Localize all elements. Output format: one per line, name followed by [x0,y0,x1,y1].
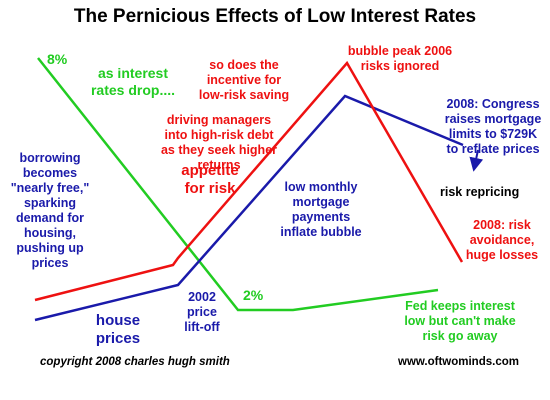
bubble-peak-label: bubble peak 2006 risks ignored [347,44,453,73]
page-title: The Pernicious Effects of Low Interest R… [73,6,477,27]
incentive-label: so does the incentive for low-risk savin… [198,58,290,102]
interest-rates-line [37,57,439,312]
rate-low-label: 2% [243,287,264,303]
liftoff-label: 2002 price lift-off [184,290,220,334]
house-prices-line [34,94,464,322]
fed-label: Fed keeps interest low but can't make ri… [404,299,516,343]
rate-high-label: 8% [47,51,68,67]
house-prices-label: house prices [95,312,141,347]
website-link[interactable]: www.oftwominds.com [398,356,519,368]
risk-avoidance-label: 2008: risk avoidance, huge losses [465,218,539,262]
risk-repricing-label: risk repricing [440,185,520,199]
risk-appetite-line [34,60,464,302]
appetite-label: appetite for risk [181,162,239,197]
borrowing-label: borrowing becomes "nearly free," sparkin… [10,151,90,270]
congress-arrow [469,149,484,172]
copyright-text: copyright 2008 charles hugh smith [40,356,230,368]
managers-label: driving managers into high-risk debt as … [160,113,278,172]
congress-label: 2008: Congress raises mortgage limits to… [444,97,542,156]
low-payments-label: low monthly mortgage payments inflate bu… [280,180,362,239]
rates-drop-label: as interest rates drop.... [90,65,176,98]
